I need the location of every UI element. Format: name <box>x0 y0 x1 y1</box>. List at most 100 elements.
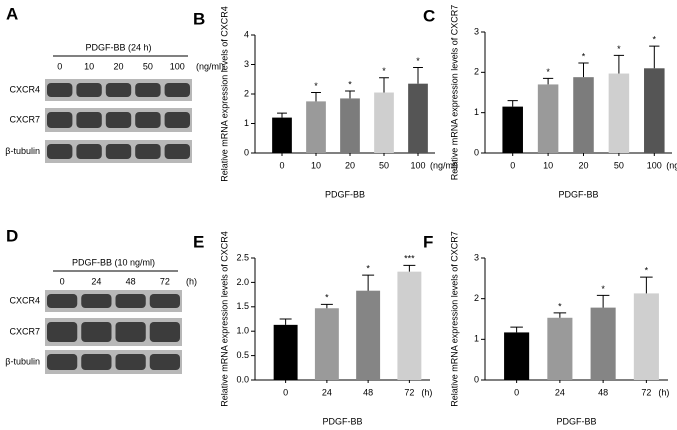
significance-label: * <box>582 51 586 61</box>
blot-strip <box>45 290 182 312</box>
blot-band <box>115 322 146 342</box>
x-tick-label: 10 <box>311 160 321 170</box>
lane-unit: (ng/ml) <box>196 61 224 71</box>
y-tick-label: 0 <box>474 147 479 157</box>
error-bar <box>640 276 653 294</box>
significance-label: *** <box>404 254 415 264</box>
significance-label: * <box>645 265 649 275</box>
bar <box>547 317 573 380</box>
error-bar <box>345 90 355 99</box>
blot-header: PDGF-BB (10 ng/ml) <box>72 257 155 267</box>
x-unit: (ng/ml) <box>430 160 458 170</box>
significance-label: * <box>558 301 562 311</box>
error-bar <box>413 66 423 84</box>
row-label: CXCR7 <box>9 114 40 124</box>
y-tick-label: 2 <box>474 293 479 303</box>
bar <box>340 98 360 153</box>
y-tick-label: 3 <box>474 252 479 262</box>
lane-label: 0 <box>57 61 62 71</box>
lane-label: 72 <box>160 276 170 286</box>
error-bar <box>542 77 554 85</box>
blot-band <box>135 144 161 159</box>
blot-band <box>47 354 78 370</box>
x-tick-label: 24 <box>555 387 565 397</box>
bar <box>356 290 381 380</box>
lane-label: 0 <box>60 276 65 286</box>
significance-label: * <box>546 67 550 77</box>
blot-band <box>76 144 102 159</box>
x-tick-label: 50 <box>379 160 389 170</box>
significance-label: * <box>314 81 318 91</box>
significance-label: * <box>617 44 621 54</box>
x-tick-label: 0 <box>279 160 284 170</box>
y-tick-label: 1 <box>244 118 249 128</box>
blot-band <box>47 112 73 128</box>
x-unit: (ng/ml) <box>666 160 677 170</box>
y-tick-label: 0 <box>244 147 249 157</box>
x-tick-label: 72 <box>641 387 651 397</box>
significance-label: * <box>416 56 420 66</box>
y-axis-label: Relative mRNA expression levels of CXCR7 <box>449 231 459 407</box>
x-tick-label: 100 <box>647 160 662 170</box>
bar <box>314 308 339 380</box>
x-axis-label: PDGF-BB <box>322 416 362 426</box>
blot-band <box>115 354 146 370</box>
blot-band <box>135 112 161 128</box>
panel-letter: B <box>193 9 205 28</box>
error-bar <box>649 45 660 69</box>
x-tick-label: 10 <box>543 160 553 170</box>
blot-band <box>47 144 73 159</box>
blot-band <box>81 354 112 370</box>
error-bar <box>578 62 589 78</box>
row-label: CXCR4 <box>9 84 40 94</box>
row-label: CXCR4 <box>9 295 40 305</box>
error-bar <box>277 112 287 118</box>
blot-band <box>164 112 190 128</box>
bar <box>374 92 394 153</box>
y-tick-label: 3 <box>244 59 249 69</box>
bar <box>633 293 659 380</box>
blot-band <box>81 322 112 342</box>
x-tick-label: 48 <box>598 387 608 397</box>
error-bar <box>403 264 416 272</box>
lane-label: 100 <box>170 61 185 71</box>
x-tick-label: 48 <box>363 387 373 397</box>
y-tick-label: 3 <box>474 26 479 36</box>
x-tick-label: 20 <box>578 160 588 170</box>
y-tick-label: 2 <box>474 67 479 77</box>
error-bar <box>553 312 567 318</box>
panel-letter: D <box>6 226 18 245</box>
y-tick-label: 0.0 <box>236 374 249 384</box>
significance-label: * <box>366 263 370 273</box>
y-tick-label: 2 <box>244 88 249 98</box>
significance-label: * <box>601 284 605 294</box>
lane-label: 10 <box>84 61 94 71</box>
error-bar <box>507 100 518 107</box>
blot-band <box>149 294 180 308</box>
error-bar <box>362 274 375 291</box>
x-unit: (h) <box>658 387 669 397</box>
significance-label: * <box>653 34 657 44</box>
lane-label: 50 <box>143 61 153 71</box>
blot-band <box>76 112 102 128</box>
error-bar <box>596 294 610 308</box>
panel-letter: A <box>6 4 18 23</box>
blot-band <box>149 354 180 370</box>
x-unit: (h) <box>421 387 432 397</box>
significance-label: * <box>325 293 329 303</box>
y-tick-label: 2.5 <box>236 252 249 262</box>
row-label: CXCR7 <box>9 326 40 336</box>
significance-label: * <box>382 66 386 76</box>
bar <box>537 84 559 153</box>
error-bar <box>613 54 625 74</box>
blot-band <box>164 83 190 97</box>
blot-band <box>135 83 161 97</box>
panel-letter: E <box>193 232 204 251</box>
lane-unit: (h) <box>186 276 197 286</box>
error-bar <box>320 303 333 309</box>
y-tick-label: 4 <box>244 29 249 39</box>
bar <box>397 271 422 380</box>
error-bar <box>510 326 523 333</box>
